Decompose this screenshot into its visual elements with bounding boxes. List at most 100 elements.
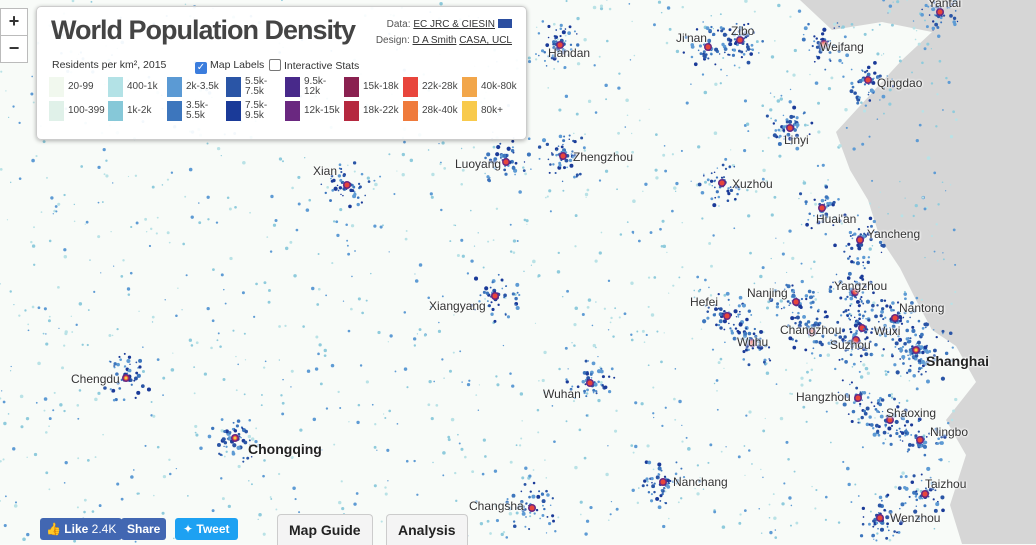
- density-dot: [867, 93, 870, 96]
- density-dot: [925, 370, 927, 373]
- density-dot: [755, 40, 759, 44]
- tweet-button[interactable]: ✦ Tweet: [175, 518, 238, 540]
- density-dot: [888, 4, 893, 8]
- density-dot: [850, 246, 854, 250]
- legend-label: 28k-40k: [422, 105, 458, 116]
- density-dot: [840, 314, 843, 317]
- density-dot: [952, 110, 955, 114]
- density-dot: [130, 475, 134, 479]
- density-dot: [704, 278, 707, 282]
- density-dot: [454, 224, 457, 227]
- density-dot: [876, 118, 879, 120]
- density-dot: [707, 57, 710, 60]
- density-dot: [616, 188, 618, 191]
- density-dot: [861, 291, 865, 294]
- density-dot: [826, 49, 829, 52]
- share-button[interactable]: Share: [121, 518, 167, 540]
- density-dot: [891, 338, 895, 341]
- density-dot: [356, 420, 360, 425]
- density-dot: [113, 265, 115, 267]
- density-dot: [207, 218, 210, 221]
- density-dot: [699, 476, 701, 479]
- toggle[interactable]: ✓ Map Labels: [195, 59, 264, 74]
- city-core: [737, 37, 743, 43]
- density-dot: [912, 214, 915, 218]
- density-dot: [865, 336, 869, 340]
- density-dot: [237, 464, 241, 469]
- density-dot: [20, 425, 24, 429]
- density-dot: [678, 399, 682, 404]
- density-dot: [528, 495, 531, 499]
- density-dot: [914, 203, 918, 208]
- density-dot: [126, 359, 131, 364]
- map-guide-button[interactable]: Map Guide: [277, 514, 373, 545]
- density-dot: [871, 353, 874, 356]
- density-dot: [631, 150, 635, 154]
- density-dot: [374, 423, 377, 426]
- density-dot: [924, 362, 928, 366]
- density-dot: [805, 222, 809, 227]
- density-dot: [156, 445, 160, 449]
- density-dot: [857, 246, 862, 251]
- legend-swatch: [285, 77, 300, 97]
- density-dot: [156, 358, 160, 362]
- density-dot: [505, 500, 509, 504]
- density-dot: [566, 166, 568, 169]
- density-dot: [721, 42, 725, 47]
- density-dot: [864, 330, 868, 334]
- credit-link[interactable]: D A Smith: [412, 35, 457, 46]
- density-dot: [765, 371, 770, 375]
- density-dot: [289, 240, 293, 244]
- density-dot: [661, 424, 664, 427]
- density-dot: [634, 401, 638, 405]
- density-dot: [184, 3, 187, 6]
- zoom-in[interactable]: +: [0, 8, 28, 36]
- density-dot: [558, 108, 562, 112]
- density-dot: [598, 179, 602, 182]
- density-dot: [516, 291, 519, 294]
- density-dot: [747, 348, 750, 352]
- density-dot: [232, 329, 235, 332]
- density-dot: [765, 114, 769, 118]
- density-dot: [660, 11, 663, 14]
- density-dot: [587, 99, 592, 104]
- density-dot: [882, 348, 885, 351]
- density-dot: [868, 522, 871, 526]
- credit-link[interactable]: CASA, UCL: [459, 35, 512, 46]
- credit-link[interactable]: EC JRC & CIESIN: [413, 19, 495, 30]
- density-dot: [697, 145, 701, 149]
- density-dot: [563, 166, 566, 170]
- density-dot: [575, 173, 579, 177]
- density-dot: [910, 423, 914, 427]
- density-dot: [715, 323, 718, 327]
- density-dot: [868, 91, 870, 94]
- density-dot: [906, 233, 910, 237]
- analysis-button[interactable]: Analysis: [386, 514, 468, 545]
- density-dot: [690, 180, 692, 182]
- density-dot: [281, 160, 284, 163]
- density-dot: [851, 237, 854, 240]
- density-dot: [800, 262, 803, 265]
- density-dot: [751, 30, 756, 35]
- zoom-out[interactable]: −: [0, 35, 28, 63]
- city-label: Shanghai: [926, 353, 990, 369]
- density-dot: [547, 87, 550, 89]
- density-dot: [461, 381, 463, 383]
- density-dot: [461, 168, 465, 172]
- density-dot: [863, 284, 867, 289]
- density-dot: [912, 308, 917, 313]
- density-dot: [76, 404, 80, 407]
- density-dot: [700, 190, 705, 195]
- density-dot: [581, 312, 585, 316]
- density-dot: [37, 306, 41, 310]
- like-button[interactable]: 👍 Like 2.4K: [40, 518, 123, 540]
- density-dot: [738, 26, 743, 31]
- density-dot: [718, 319, 723, 324]
- density-dot: [761, 39, 764, 43]
- density-dot: [838, 25, 840, 28]
- density-dot: [915, 490, 918, 493]
- density-dot: [721, 163, 725, 167]
- toggle[interactable]: Interactive Stats: [269, 59, 359, 72]
- density-dot: [824, 232, 828, 236]
- density-dot: [552, 42, 555, 46]
